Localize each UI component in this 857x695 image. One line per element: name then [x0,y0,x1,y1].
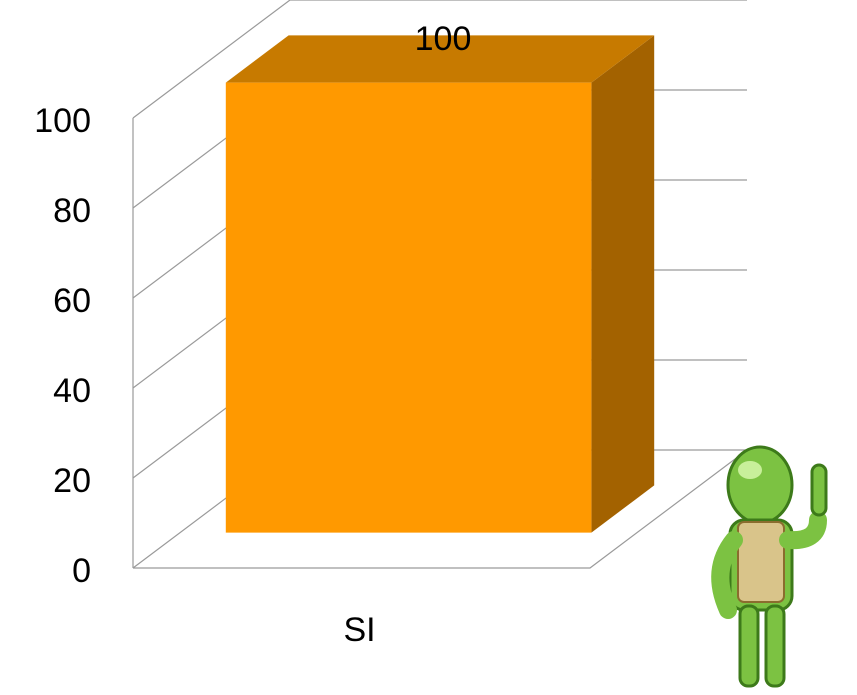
grid-line [132,0,747,119]
y-tick-label: 20 [53,462,91,500]
y-tick-label: 40 [53,372,91,410]
y-tick-label: 60 [53,282,91,320]
bar-top [225,35,655,83]
x-tick-label: SI [343,611,375,649]
bar [225,82,592,533]
y-tick-label: 0 [72,552,91,590]
y-tick-label: 100 [34,102,91,140]
y-tick-label: 80 [53,192,91,230]
plot-area: 0 20 40 60 80 100 SI 100 [34,0,748,649]
floor-edge [133,449,748,569]
bar-side [591,35,655,533]
mascot [711,445,828,688]
data-label: 100 [415,20,472,58]
